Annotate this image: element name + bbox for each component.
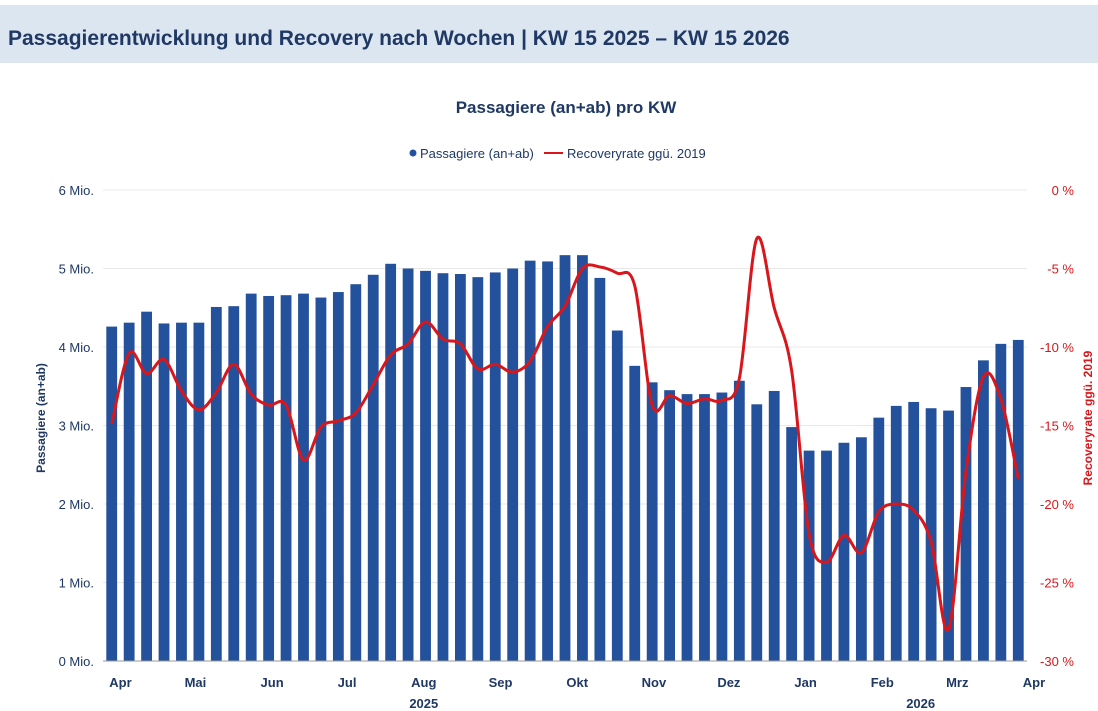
bar	[855, 437, 867, 661]
legend-label-line: Recoveryrate ggü. 2019	[567, 146, 706, 161]
x-tick-label: Okt	[566, 675, 588, 690]
bar	[611, 330, 623, 661]
bar	[699, 394, 710, 661]
bar	[1012, 339, 1024, 661]
x-tick-label: Nov	[642, 675, 667, 690]
y2-tick-label: -20 %	[1040, 497, 1074, 512]
bar-series	[106, 255, 1024, 661]
y-tick-label: 2 Mio.	[59, 497, 94, 512]
line-series	[110, 235, 1020, 633]
x-tick-label: Jan	[794, 675, 816, 690]
bar	[280, 295, 292, 661]
bar	[768, 390, 780, 661]
bar	[507, 268, 519, 661]
bar	[454, 273, 466, 661]
y-tick-label: 5 Mio.	[59, 262, 94, 277]
y2-tick-label: -5 %	[1047, 262, 1074, 277]
bar	[821, 450, 832, 661]
legend-marker-bars	[409, 149, 417, 157]
bar	[733, 380, 745, 661]
x-tick-label: Feb	[871, 675, 894, 690]
bar	[123, 322, 135, 661]
y-tick-label: 6 Mio.	[59, 183, 94, 198]
bar	[437, 273, 449, 661]
bar	[960, 387, 972, 661]
y2-tick-label: -25 %	[1040, 576, 1074, 591]
header-bar: Passagierentwicklung und Recovery nach W…	[0, 5, 1098, 63]
bar	[472, 277, 484, 661]
x-tick-label: Jun	[261, 675, 284, 690]
bar	[141, 311, 152, 661]
x-year-label: 2025	[409, 696, 438, 711]
bar	[978, 360, 989, 661]
legend: Passagiere (an+ab) Recoveryrate ggü. 201…	[409, 146, 706, 161]
bar	[716, 392, 728, 661]
bar	[908, 401, 920, 661]
y-tick-label: 4 Mio.	[59, 340, 94, 355]
axes: 0 Mio. 1 Mio. 2 Mio. 3 Mio. 4 Mio. 5 Mio. 6 Mi…	[59, 183, 1075, 711]
chart-title: Passagiere (an+ab) pro KW	[456, 98, 678, 117]
x-year-label: 2026	[906, 696, 935, 711]
bar	[210, 306, 222, 661]
x-tick-label: Sep	[489, 675, 513, 690]
bar	[332, 292, 344, 661]
bar	[263, 295, 275, 661]
bar	[298, 293, 309, 661]
bar	[664, 390, 676, 661]
y-tick-label: 1 Mio.	[59, 576, 94, 591]
bar	[890, 405, 902, 661]
y-tick-label: 3 Mio.	[59, 419, 94, 434]
bar	[524, 260, 536, 661]
bar	[925, 408, 937, 661]
bar	[176, 322, 187, 661]
y2-tick-label: -30 %	[1040, 654, 1074, 669]
bar	[367, 274, 379, 661]
bar	[245, 293, 257, 661]
page-title: Passagierentwicklung und Recovery nach W…	[8, 27, 790, 50]
bar	[106, 326, 118, 661]
bar	[681, 394, 693, 661]
x-tick-label: Apr	[109, 675, 131, 690]
bar	[577, 255, 588, 661]
bar	[594, 277, 606, 661]
y-axis-title: Passagiere (an+ab)	[34, 363, 48, 473]
bar	[995, 343, 1007, 661]
bar	[315, 297, 327, 661]
y2-axis-title: Recoveryrate ggü. 2019	[1081, 350, 1095, 485]
bar	[420, 270, 431, 661]
bar	[489, 272, 501, 661]
bar	[350, 284, 362, 661]
x-tick-label: Mrz	[946, 675, 969, 690]
bar	[402, 268, 414, 661]
bar	[751, 404, 763, 661]
bar	[158, 323, 170, 661]
bar	[646, 382, 658, 661]
bar	[838, 442, 850, 661]
x-tick-label: Dez	[717, 675, 741, 690]
y2-tick-label: 0 %	[1052, 183, 1075, 198]
x-tick-label: Mai	[185, 675, 207, 690]
legend-label-bars: Passagiere (an+ab)	[420, 146, 534, 161]
bar	[629, 365, 641, 661]
bar	[873, 417, 885, 661]
bar	[943, 410, 954, 661]
x-tick-label: Jul	[338, 675, 357, 690]
bar	[385, 263, 397, 661]
recovery-line	[110, 235, 1020, 633]
bar	[559, 255, 571, 661]
x-tick-label: Apr	[1023, 675, 1045, 690]
x-tick-label: Aug	[411, 675, 436, 690]
bar	[228, 306, 240, 661]
bar	[193, 322, 205, 661]
y2-tick-label: -15 %	[1040, 419, 1074, 434]
y2-tick-label: -10 %	[1040, 340, 1074, 355]
bar	[803, 450, 815, 661]
bar	[786, 427, 798, 661]
bar	[542, 261, 553, 661]
y-tick-label: 0 Mio.	[59, 654, 94, 669]
